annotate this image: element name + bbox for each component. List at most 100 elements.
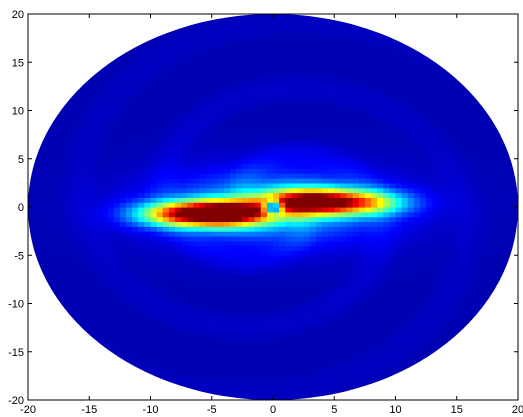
heatmap-cell [119, 332, 127, 338]
heatmap-cell [193, 240, 201, 247]
heatmap-cell [119, 260, 127, 266]
heatmap-cell [193, 216, 201, 223]
heatmap-cell [371, 221, 378, 227]
heatmap-cell [138, 313, 145, 319]
heatmap-cell [181, 322, 188, 329]
heatmap-cell [101, 178, 109, 184]
heatmap-cell [101, 182, 109, 189]
heatmap-cell [371, 115, 378, 121]
heatmap-cell [334, 187, 341, 194]
heatmap-cell [438, 293, 446, 300]
heatmap-cell [401, 110, 409, 116]
heatmap-cell [371, 47, 378, 54]
heatmap-cell [340, 274, 348, 280]
heatmap-cell [211, 76, 219, 83]
heatmap-cell [334, 120, 341, 126]
heatmap-cell [285, 202, 292, 208]
heatmap-cell [352, 62, 360, 68]
heatmap-cell [297, 216, 305, 223]
heatmap-cell [309, 173, 317, 179]
heatmap-cell [309, 342, 317, 348]
heatmap-cell [420, 235, 427, 242]
heatmap-cell [383, 57, 390, 63]
heatmap-cell [175, 173, 182, 179]
heatmap-cell [236, 86, 243, 92]
heatmap-cell [205, 216, 213, 223]
heatmap-cell [77, 124, 84, 131]
heatmap-cell [101, 173, 109, 179]
heatmap-cell [175, 47, 182, 54]
heatmap-cell [113, 351, 121, 358]
heatmap-cell [187, 322, 194, 329]
heatmap-cell [236, 385, 243, 391]
heatmap-cell [407, 332, 415, 338]
heatmap-cell [58, 202, 66, 208]
heatmap-cell [156, 100, 164, 107]
heatmap-cell [242, 18, 250, 25]
heatmap-cell [126, 57, 133, 63]
heatmap-cell [260, 18, 268, 25]
heatmap-cell [389, 115, 397, 121]
heatmap-cell [346, 221, 354, 227]
heatmap-cell [395, 327, 403, 334]
heatmap-cell [168, 144, 176, 150]
heatmap-cell [297, 327, 305, 334]
heatmap-cell [113, 182, 121, 189]
heatmap-cell [248, 120, 256, 126]
heatmap-cell [371, 317, 378, 324]
heatmap-cell [248, 96, 256, 102]
heatmap-cell [395, 139, 403, 145]
heatmap-cell [383, 351, 390, 358]
heatmap-cell [297, 110, 305, 116]
heatmap-cell [352, 284, 360, 290]
heatmap-cell [236, 149, 243, 155]
heatmap-cell [309, 361, 317, 367]
heatmap-cell [334, 139, 341, 145]
heatmap-cell [395, 322, 403, 329]
heatmap-cell [199, 298, 207, 305]
heatmap-cell [297, 18, 305, 25]
heatmap-cell [181, 366, 188, 372]
heatmap-cell [89, 332, 96, 338]
heatmap-cell [34, 255, 41, 261]
heatmap-cell [175, 356, 182, 362]
heatmap-cell [95, 279, 103, 285]
heatmap-cell [340, 153, 348, 160]
heatmap-cell [113, 57, 121, 63]
heatmap-cell [242, 337, 250, 343]
heatmap-cell [377, 240, 384, 247]
heatmap-cell [34, 153, 41, 160]
heatmap-cell [248, 395, 256, 400]
heatmap-cell [58, 211, 66, 218]
heatmap-cell [156, 264, 164, 271]
heatmap-cell [322, 178, 329, 184]
heatmap-cell [260, 192, 268, 198]
heatmap-cell [113, 289, 121, 295]
heatmap-cell [334, 173, 341, 179]
heatmap-cell [334, 149, 341, 155]
heatmap-cell [322, 303, 329, 309]
heatmap-cell [126, 293, 133, 300]
heatmap-cell [248, 313, 256, 319]
heatmap-cell [389, 356, 397, 362]
heatmap-cell [407, 337, 415, 343]
heatmap-cell [132, 76, 139, 83]
heatmap-cell [450, 91, 458, 97]
heatmap-cell [242, 298, 250, 305]
heatmap-cell [285, 139, 292, 145]
heatmap-cell [95, 86, 103, 92]
heatmap-cell [205, 250, 213, 256]
heatmap-cell [34, 178, 41, 184]
heatmap-cell [322, 120, 329, 126]
heatmap-cell [438, 255, 446, 261]
heatmap-cell [242, 158, 250, 165]
heatmap-cell [273, 67, 280, 73]
heatmap-cell [315, 207, 323, 213]
heatmap-cell [328, 221, 335, 227]
heatmap-cell [199, 361, 207, 367]
heatmap-cell [217, 231, 225, 237]
heatmap-cell [95, 192, 103, 198]
heatmap-cell [426, 260, 433, 266]
heatmap-cell [95, 100, 103, 107]
heatmap-cell [156, 231, 164, 237]
